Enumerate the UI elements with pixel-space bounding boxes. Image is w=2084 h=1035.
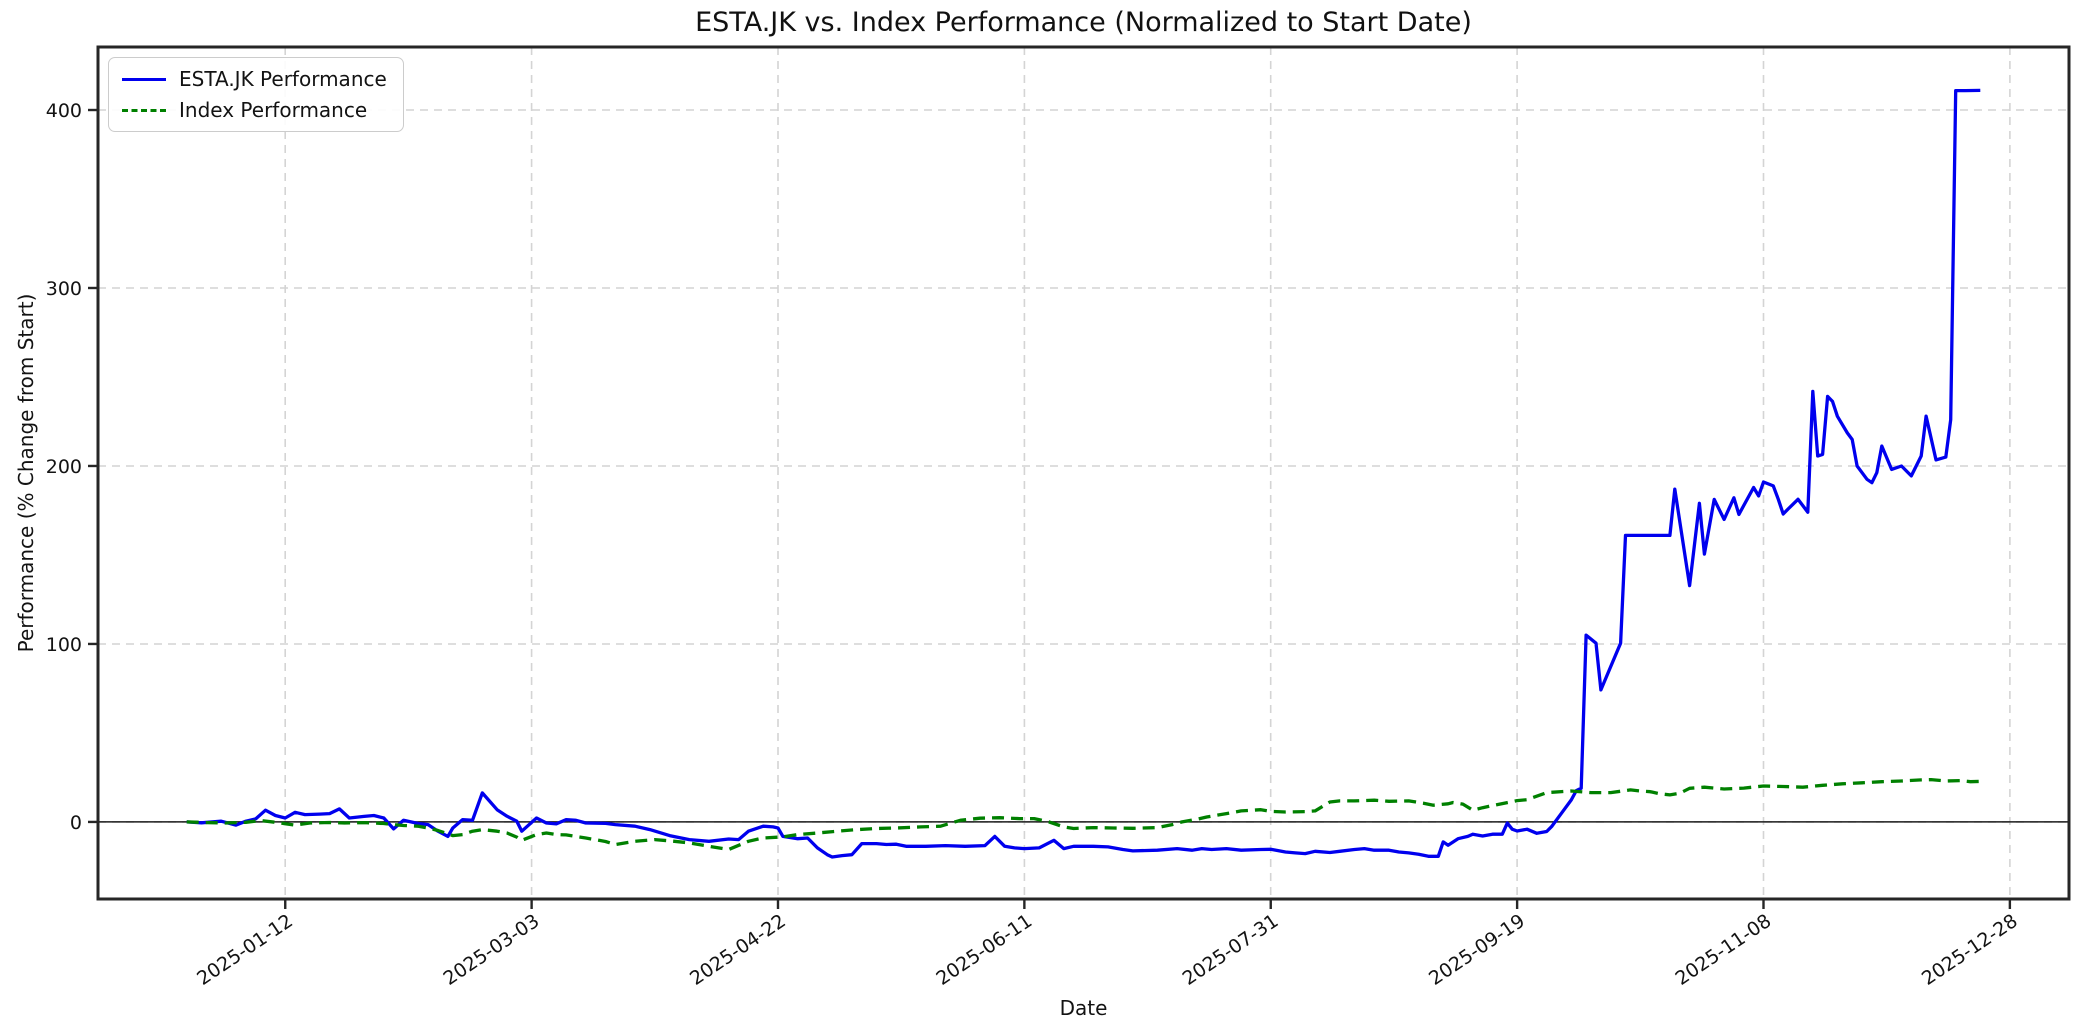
series-line-1 bbox=[186, 777, 1981, 852]
x-tick-label: 2025-11-08 bbox=[1671, 910, 1775, 990]
x-axis-label: Date bbox=[1059, 996, 1108, 1020]
x-tick-label: 2025-12-28 bbox=[1918, 910, 2022, 990]
series-line-0 bbox=[186, 88, 1981, 859]
plot-border bbox=[96, 45, 2071, 901]
y-tick-label: 200 bbox=[46, 456, 82, 478]
x-tick-label: 2025-06-11 bbox=[932, 910, 1036, 990]
legend: ESTA.JK Performance Index Performance bbox=[108, 57, 404, 132]
x-tick-label: 2025-01-12 bbox=[193, 910, 297, 990]
chart-title: ESTA.JK vs. Index Performance (Normalize… bbox=[695, 7, 1472, 38]
x-tick-label: 2025-03-03 bbox=[440, 910, 544, 990]
y-tick-label: 400 bbox=[46, 100, 82, 122]
legend-label-index: Index Performance bbox=[179, 98, 368, 122]
legend-item-index: Index Performance bbox=[122, 98, 387, 122]
y-tick-label: 300 bbox=[46, 278, 82, 300]
x-tick-label: 2025-09-19 bbox=[1425, 910, 1529, 990]
legend-line-sample-index bbox=[122, 108, 166, 112]
legend-line-sample-esta bbox=[122, 77, 166, 81]
x-tick-label: 2025-07-31 bbox=[1179, 910, 1283, 990]
y-tick-label: 100 bbox=[46, 634, 82, 656]
legend-label-esta: ESTA.JK Performance bbox=[179, 67, 387, 91]
y-tick-label: 0 bbox=[70, 812, 82, 834]
x-tick-label: 2025-04-22 bbox=[686, 910, 790, 990]
legend-item-esta: ESTA.JK Performance bbox=[122, 67, 387, 91]
y-axis-label: Performance (% Change from Start) bbox=[14, 293, 38, 653]
